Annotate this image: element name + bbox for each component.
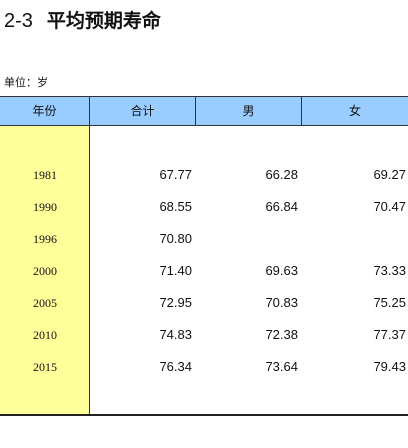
- female-cell: 73.33: [373, 263, 406, 278]
- table-row: 1981 67.77 66.28 69.27: [0, 164, 408, 186]
- total-cell: 76.34: [159, 359, 192, 374]
- page-title: 2-3 平均预期寿命: [4, 6, 161, 33]
- female-cell: 70.47: [373, 199, 406, 214]
- table-row: 2005 72.95 70.83 75.25: [0, 292, 408, 314]
- male-cell: 73.64: [265, 359, 298, 374]
- table-row: 2010 74.83 72.38 77.37: [0, 324, 408, 346]
- male-cell: 69.63: [265, 263, 298, 278]
- table-row: 2015 76.34 73.64 79.43: [0, 356, 408, 378]
- table-bottom-border: [0, 414, 408, 416]
- year-cell: 2010: [33, 328, 57, 342]
- table-row: 2000 71.40 69.63 73.33: [0, 260, 408, 282]
- table-number: 2-3: [4, 10, 33, 32]
- total-cell: 67.77: [159, 167, 192, 182]
- year-cell: 2015: [33, 360, 57, 374]
- header-male: 男: [196, 96, 302, 126]
- header-year: 年份: [0, 96, 90, 126]
- year-cell: 1981: [33, 168, 57, 182]
- year-cell: 2005: [33, 296, 57, 310]
- table-row: 1990 68.55 66.84 70.47: [0, 196, 408, 218]
- female-cell: 75.25: [373, 295, 406, 310]
- year-cell: 1990: [33, 200, 57, 214]
- female-cell: 79.43: [373, 359, 406, 374]
- header-female: 女: [302, 96, 408, 126]
- year-column-background: [0, 126, 90, 416]
- table-title-text: 平均预期寿命: [46, 10, 161, 32]
- unit-label: 单位：岁: [4, 76, 48, 89]
- female-cell: 69.27: [373, 167, 406, 182]
- year-cell: 2000: [33, 264, 57, 278]
- total-cell: 68.55: [159, 199, 192, 214]
- male-cell: 72.38: [265, 327, 298, 342]
- table-row: 1996 70.80: [0, 228, 408, 250]
- male-cell: 66.84: [265, 199, 298, 214]
- total-cell: 74.83: [159, 327, 192, 342]
- total-cell: 72.95: [159, 295, 192, 310]
- header-total: 合计: [90, 96, 196, 126]
- total-cell: 70.80: [159, 231, 192, 246]
- life-expectancy-table: 年份 合计 男 女 1981 67.77 66.28 69.27 1990 68…: [0, 96, 408, 416]
- male-cell: 66.28: [265, 167, 298, 182]
- total-cell: 71.40: [159, 263, 192, 278]
- female-cell: 77.37: [373, 327, 406, 342]
- year-cell: 1996: [33, 232, 57, 246]
- male-cell: 70.83: [265, 295, 298, 310]
